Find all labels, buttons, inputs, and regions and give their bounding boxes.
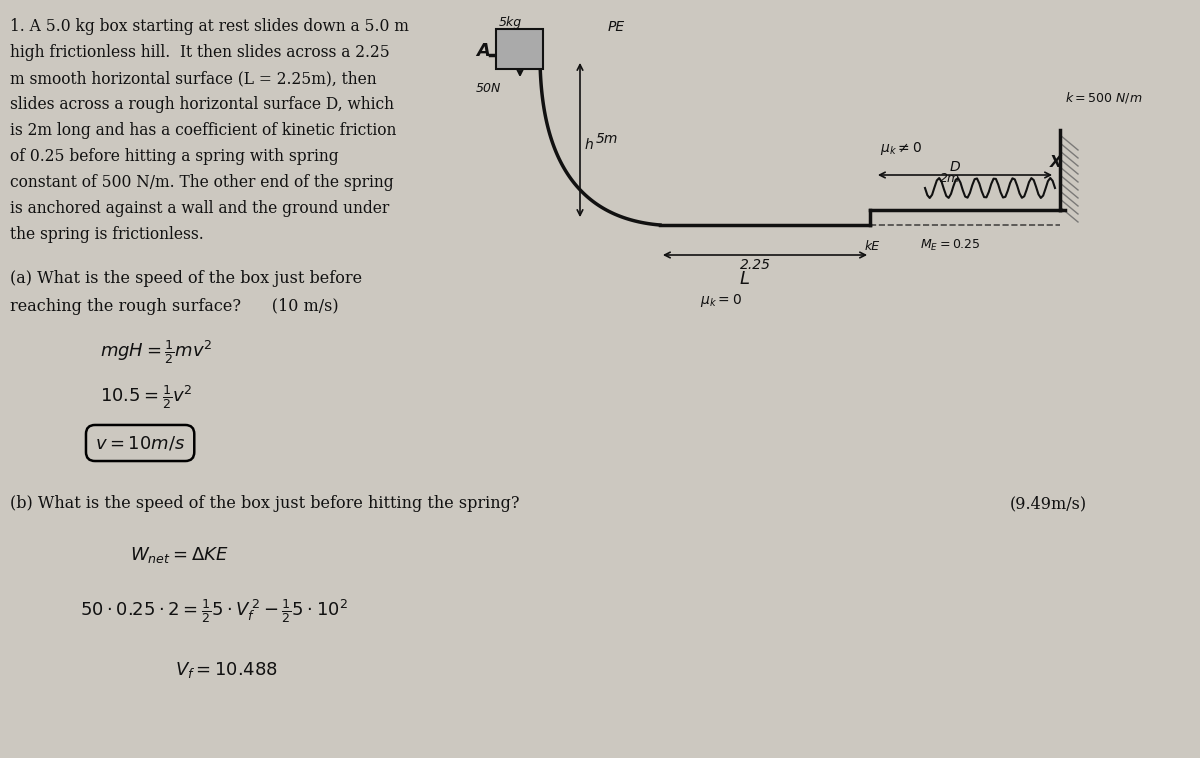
Text: 2m: 2m bbox=[940, 172, 960, 185]
Text: 1. A 5.0 kg box starting at rest slides down a 5.0 m: 1. A 5.0 kg box starting at rest slides … bbox=[10, 18, 409, 35]
FancyBboxPatch shape bbox=[496, 29, 542, 69]
Text: $V_f = 10.488$: $V_f = 10.488$ bbox=[175, 660, 278, 680]
Text: constant of 500 N/m. The other end of the spring: constant of 500 N/m. The other end of th… bbox=[10, 174, 394, 191]
Text: $W_{net} = \Delta KE$: $W_{net} = \Delta KE$ bbox=[130, 545, 228, 565]
Text: is 2m long and has a coefficient of kinetic friction: is 2m long and has a coefficient of kine… bbox=[10, 122, 396, 139]
Text: $M_E=0.25$: $M_E=0.25$ bbox=[920, 238, 980, 253]
Text: slides across a rough horizontal surface D, which: slides across a rough horizontal surface… bbox=[10, 96, 394, 113]
Text: L: L bbox=[740, 270, 750, 288]
Text: $v = 10m/s$: $v = 10m/s$ bbox=[95, 434, 185, 452]
Text: m smooth horizontal surface (L = 2.25m), then: m smooth horizontal surface (L = 2.25m),… bbox=[10, 70, 377, 87]
Text: 2.25: 2.25 bbox=[740, 258, 772, 272]
Text: A: A bbox=[476, 42, 490, 60]
Text: $mgH = \frac{1}{2}mv^2$: $mgH = \frac{1}{2}mv^2$ bbox=[100, 338, 212, 366]
Text: $k=500\ N/m$: $k=500\ N/m$ bbox=[1066, 90, 1142, 105]
Text: $10.5 = \frac{1}{2}v^2$: $10.5 = \frac{1}{2}v^2$ bbox=[100, 383, 193, 411]
Text: kE: kE bbox=[865, 240, 880, 253]
Text: D: D bbox=[950, 160, 961, 174]
Text: $\mu_k= 0$: $\mu_k= 0$ bbox=[700, 292, 742, 309]
Text: reaching the rough surface?      (10 m/s): reaching the rough surface? (10 m/s) bbox=[10, 298, 338, 315]
Text: 5kg: 5kg bbox=[499, 16, 522, 29]
Text: is anchored against a wall and the ground under: is anchored against a wall and the groun… bbox=[10, 200, 389, 217]
Text: 5m: 5m bbox=[596, 132, 618, 146]
Text: $\mu_k \neq 0$: $\mu_k \neq 0$ bbox=[880, 140, 922, 157]
Text: X: X bbox=[1050, 155, 1062, 170]
Text: $50 \cdot 0.25 \cdot 2 = \frac{1}{2}5 \cdot V_f^{\,2} - \frac{1}{2}5 \cdot 10^2$: $50 \cdot 0.25 \cdot 2 = \frac{1}{2}5 \c… bbox=[80, 597, 348, 625]
Text: the spring is frictionless.: the spring is frictionless. bbox=[10, 226, 204, 243]
Text: PE: PE bbox=[608, 20, 625, 34]
Text: (a) What is the speed of the box just before: (a) What is the speed of the box just be… bbox=[10, 270, 362, 287]
Text: (b) What is the speed of the box just before hitting the spring?: (b) What is the speed of the box just be… bbox=[10, 495, 520, 512]
Text: of 0.25 before hitting a spring with spring: of 0.25 before hitting a spring with spr… bbox=[10, 148, 338, 165]
Text: 50N: 50N bbox=[476, 82, 502, 95]
Text: h: h bbox=[586, 138, 594, 152]
Text: (9.49m/s): (9.49m/s) bbox=[1010, 495, 1087, 512]
Text: high frictionless hill.  It then slides across a 2.25: high frictionless hill. It then slides a… bbox=[10, 44, 390, 61]
